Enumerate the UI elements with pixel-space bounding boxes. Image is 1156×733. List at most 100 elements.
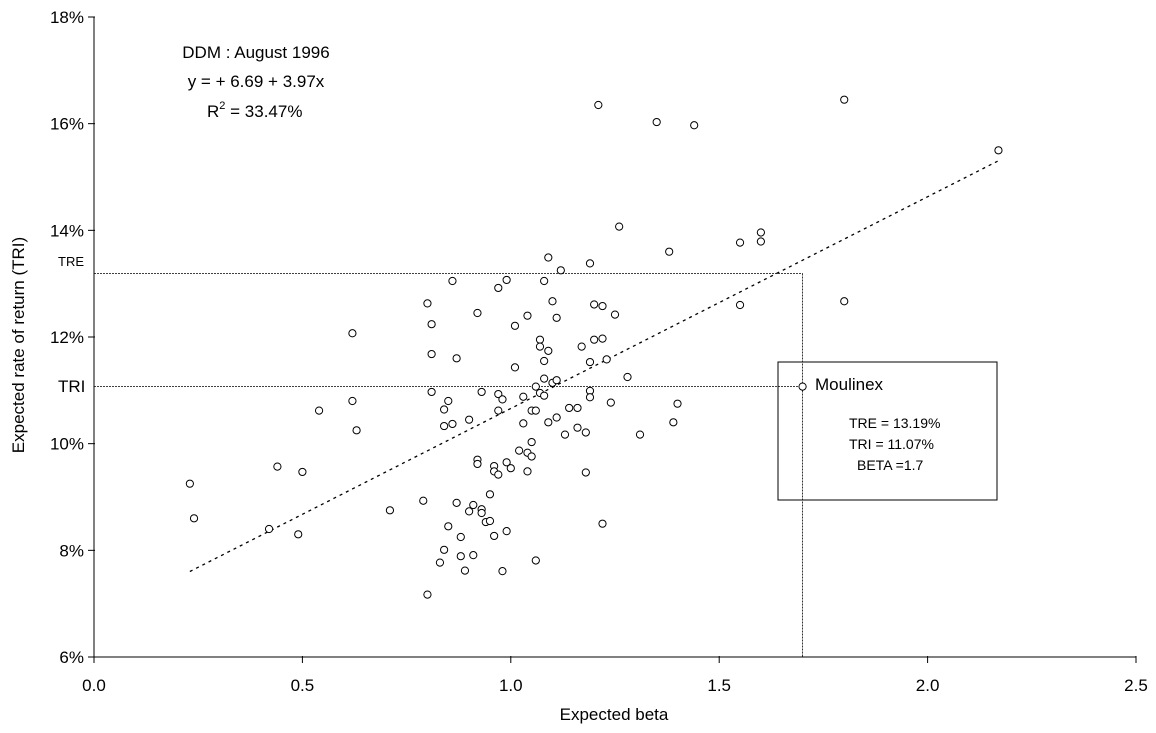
data-point bbox=[523, 467, 532, 476]
data-point bbox=[465, 415, 474, 424]
data-point bbox=[652, 117, 661, 127]
data-point bbox=[460, 566, 470, 575]
data-point bbox=[560, 430, 570, 439]
r2-prefix: R bbox=[207, 102, 219, 121]
data-point bbox=[535, 342, 545, 351]
data-point bbox=[565, 403, 574, 413]
data-point bbox=[494, 406, 503, 415]
data-point bbox=[485, 516, 495, 526]
data-point bbox=[435, 558, 445, 567]
data-point bbox=[444, 522, 453, 531]
data-point bbox=[519, 419, 528, 428]
data-point bbox=[585, 357, 595, 367]
data-point bbox=[573, 403, 582, 413]
data-point bbox=[294, 530, 303, 539]
annotation-line-1: DDM : August 1996 bbox=[182, 43, 329, 62]
data-point bbox=[473, 308, 482, 318]
data-point bbox=[602, 355, 611, 364]
reference-lines bbox=[94, 273, 803, 657]
data-point bbox=[510, 363, 520, 372]
data-point bbox=[448, 419, 457, 429]
data-point bbox=[673, 399, 682, 408]
data-point bbox=[494, 283, 503, 293]
data-point bbox=[189, 514, 199, 523]
data-point bbox=[556, 266, 565, 275]
y-tick-label: 10% bbox=[50, 435, 84, 454]
data-point bbox=[665, 247, 674, 256]
data-point bbox=[756, 237, 765, 246]
data-point bbox=[735, 238, 745, 247]
data-point bbox=[523, 311, 532, 320]
data-point bbox=[527, 437, 536, 447]
y-tick-label: 16% bbox=[50, 115, 84, 134]
data-point bbox=[185, 479, 194, 488]
axes: 6% 8% 10% 12% 14% 16% 18% 0.0 0.5 1.0 1.5 2.0 2.5 bbox=[50, 8, 1148, 695]
data-point bbox=[502, 275, 511, 285]
data-point bbox=[552, 413, 561, 422]
data-point bbox=[473, 459, 482, 469]
data-point bbox=[427, 387, 436, 397]
x-tick-label: 0.5 bbox=[291, 676, 315, 695]
data-point bbox=[519, 392, 528, 401]
data-point bbox=[585, 393, 595, 402]
data-point bbox=[581, 428, 590, 437]
data-point bbox=[598, 301, 607, 311]
data-point bbox=[623, 372, 632, 382]
data-point bbox=[273, 462, 282, 471]
data-point bbox=[469, 500, 478, 510]
highlight-box-frame bbox=[777, 361, 998, 501]
highlight-box-line-2: TRI = 11.07% bbox=[849, 436, 934, 452]
data-point bbox=[502, 527, 511, 536]
data-point bbox=[590, 335, 599, 344]
highlight-box-line-3: BETA =1.7 bbox=[857, 457, 923, 473]
data-point bbox=[840, 95, 849, 104]
data-point bbox=[502, 458, 511, 467]
data-point bbox=[352, 426, 361, 435]
data-point bbox=[535, 335, 545, 344]
data-point bbox=[669, 418, 678, 427]
data-point bbox=[573, 423, 582, 432]
tri-axis-label: TRI bbox=[58, 377, 85, 396]
data-point bbox=[423, 299, 432, 308]
data-point bbox=[494, 389, 503, 399]
highlight-point bbox=[798, 382, 807, 391]
x-tick-label: 1.5 bbox=[707, 676, 731, 695]
data-point bbox=[544, 253, 553, 262]
data-point bbox=[510, 321, 520, 330]
x-tick-label: 0.0 bbox=[82, 676, 106, 695]
regression-dotted-line bbox=[189, 160, 999, 573]
data-point bbox=[348, 396, 357, 406]
data-point bbox=[690, 121, 699, 130]
data-point bbox=[477, 387, 486, 397]
data-point bbox=[515, 446, 524, 455]
tre-axis-label: TRE bbox=[58, 254, 84, 269]
data-point bbox=[452, 498, 461, 507]
y-tick-label: 8% bbox=[59, 541, 84, 560]
data-point bbox=[264, 524, 274, 534]
data-point bbox=[527, 452, 536, 461]
r2-superscript: 2 bbox=[219, 100, 225, 112]
data-point bbox=[490, 531, 499, 541]
data-point bbox=[440, 405, 449, 414]
regression-annotation: DDM : August 1996 y = + 6.69 + 3.97x R2 … bbox=[182, 43, 329, 121]
y-axis-title: Expected rate of return (TRI) bbox=[9, 237, 28, 453]
data-point bbox=[423, 590, 432, 599]
data-point bbox=[465, 507, 474, 516]
data-point bbox=[440, 421, 449, 431]
highlight-box: Moulinex TRE = 13.19% TRI = 11.07% BETA … bbox=[777, 361, 998, 501]
data-point bbox=[540, 276, 549, 286]
data-point bbox=[994, 146, 1003, 155]
data-point bbox=[540, 391, 549, 400]
data-point bbox=[448, 276, 457, 286]
data-point bbox=[540, 356, 549, 366]
data-point bbox=[469, 551, 478, 560]
data-point bbox=[477, 508, 486, 518]
data-point bbox=[506, 464, 515, 473]
highlight-label: Moulinex bbox=[815, 375, 884, 394]
data-point bbox=[298, 467, 307, 477]
data-point bbox=[598, 519, 607, 528]
data-point bbox=[548, 297, 557, 306]
highlight-box-line-1: TRE = 13.19% bbox=[849, 415, 940, 431]
data-point bbox=[498, 395, 507, 404]
